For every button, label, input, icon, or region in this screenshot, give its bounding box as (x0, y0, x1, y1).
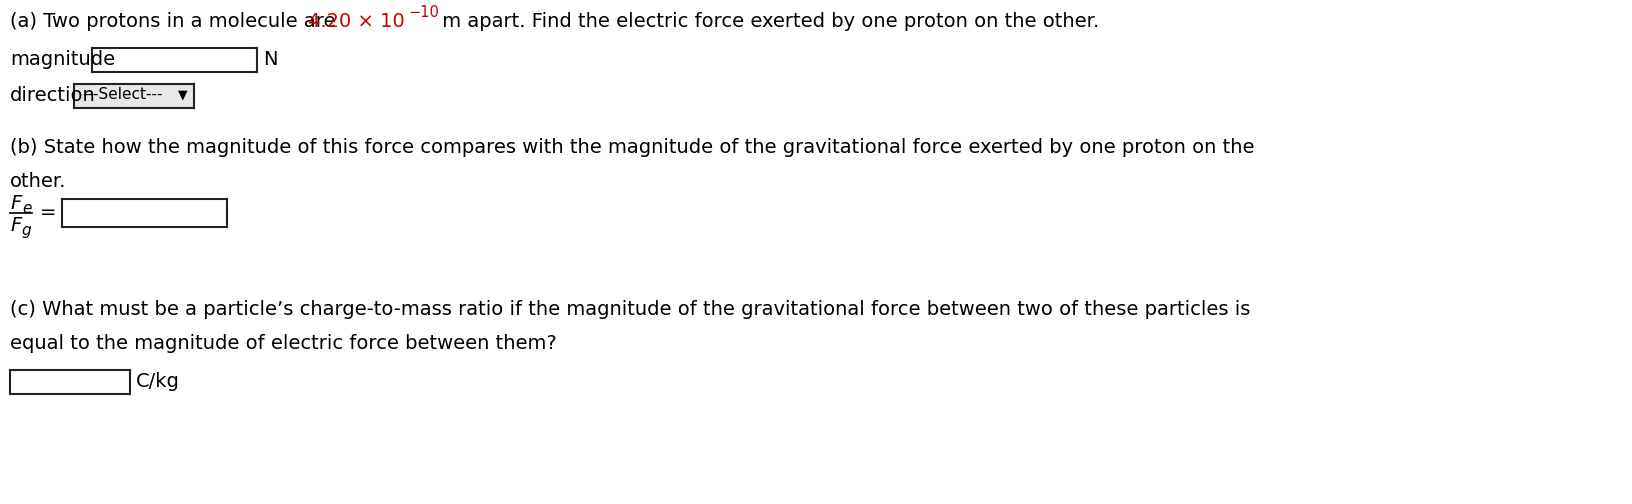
Text: magnitude: magnitude (10, 50, 116, 69)
Text: ▼: ▼ (178, 88, 188, 101)
Text: (a) Two protons in a molecule are: (a) Two protons in a molecule are (10, 12, 341, 31)
Text: F: F (10, 216, 21, 235)
Text: equal to the magnitude of electric force between them?: equal to the magnitude of electric force… (10, 334, 557, 353)
Text: (b) State how the magnitude of this force compares with the magnitude of the gra: (b) State how the magnitude of this forc… (10, 138, 1255, 157)
Text: direction: direction (10, 86, 96, 105)
Text: m apart. Find the electric force exerted by one proton on the other.: m apart. Find the electric force exerted… (436, 12, 1100, 31)
Text: other.: other. (10, 172, 67, 191)
Text: C/kg: C/kg (135, 372, 180, 391)
Text: e: e (21, 201, 31, 216)
Text: −10: −10 (408, 5, 439, 20)
Text: =: = (41, 203, 57, 222)
Text: ---Select---: ---Select--- (82, 87, 163, 102)
Text: g: g (21, 223, 31, 238)
Text: N: N (263, 50, 277, 69)
Text: F: F (10, 194, 21, 213)
Text: (c) What must be a particle’s charge-to-mass ratio if the magnitude of the gravi: (c) What must be a particle’s charge-to-… (10, 300, 1250, 319)
Text: 4.20 × 10: 4.20 × 10 (308, 12, 405, 31)
